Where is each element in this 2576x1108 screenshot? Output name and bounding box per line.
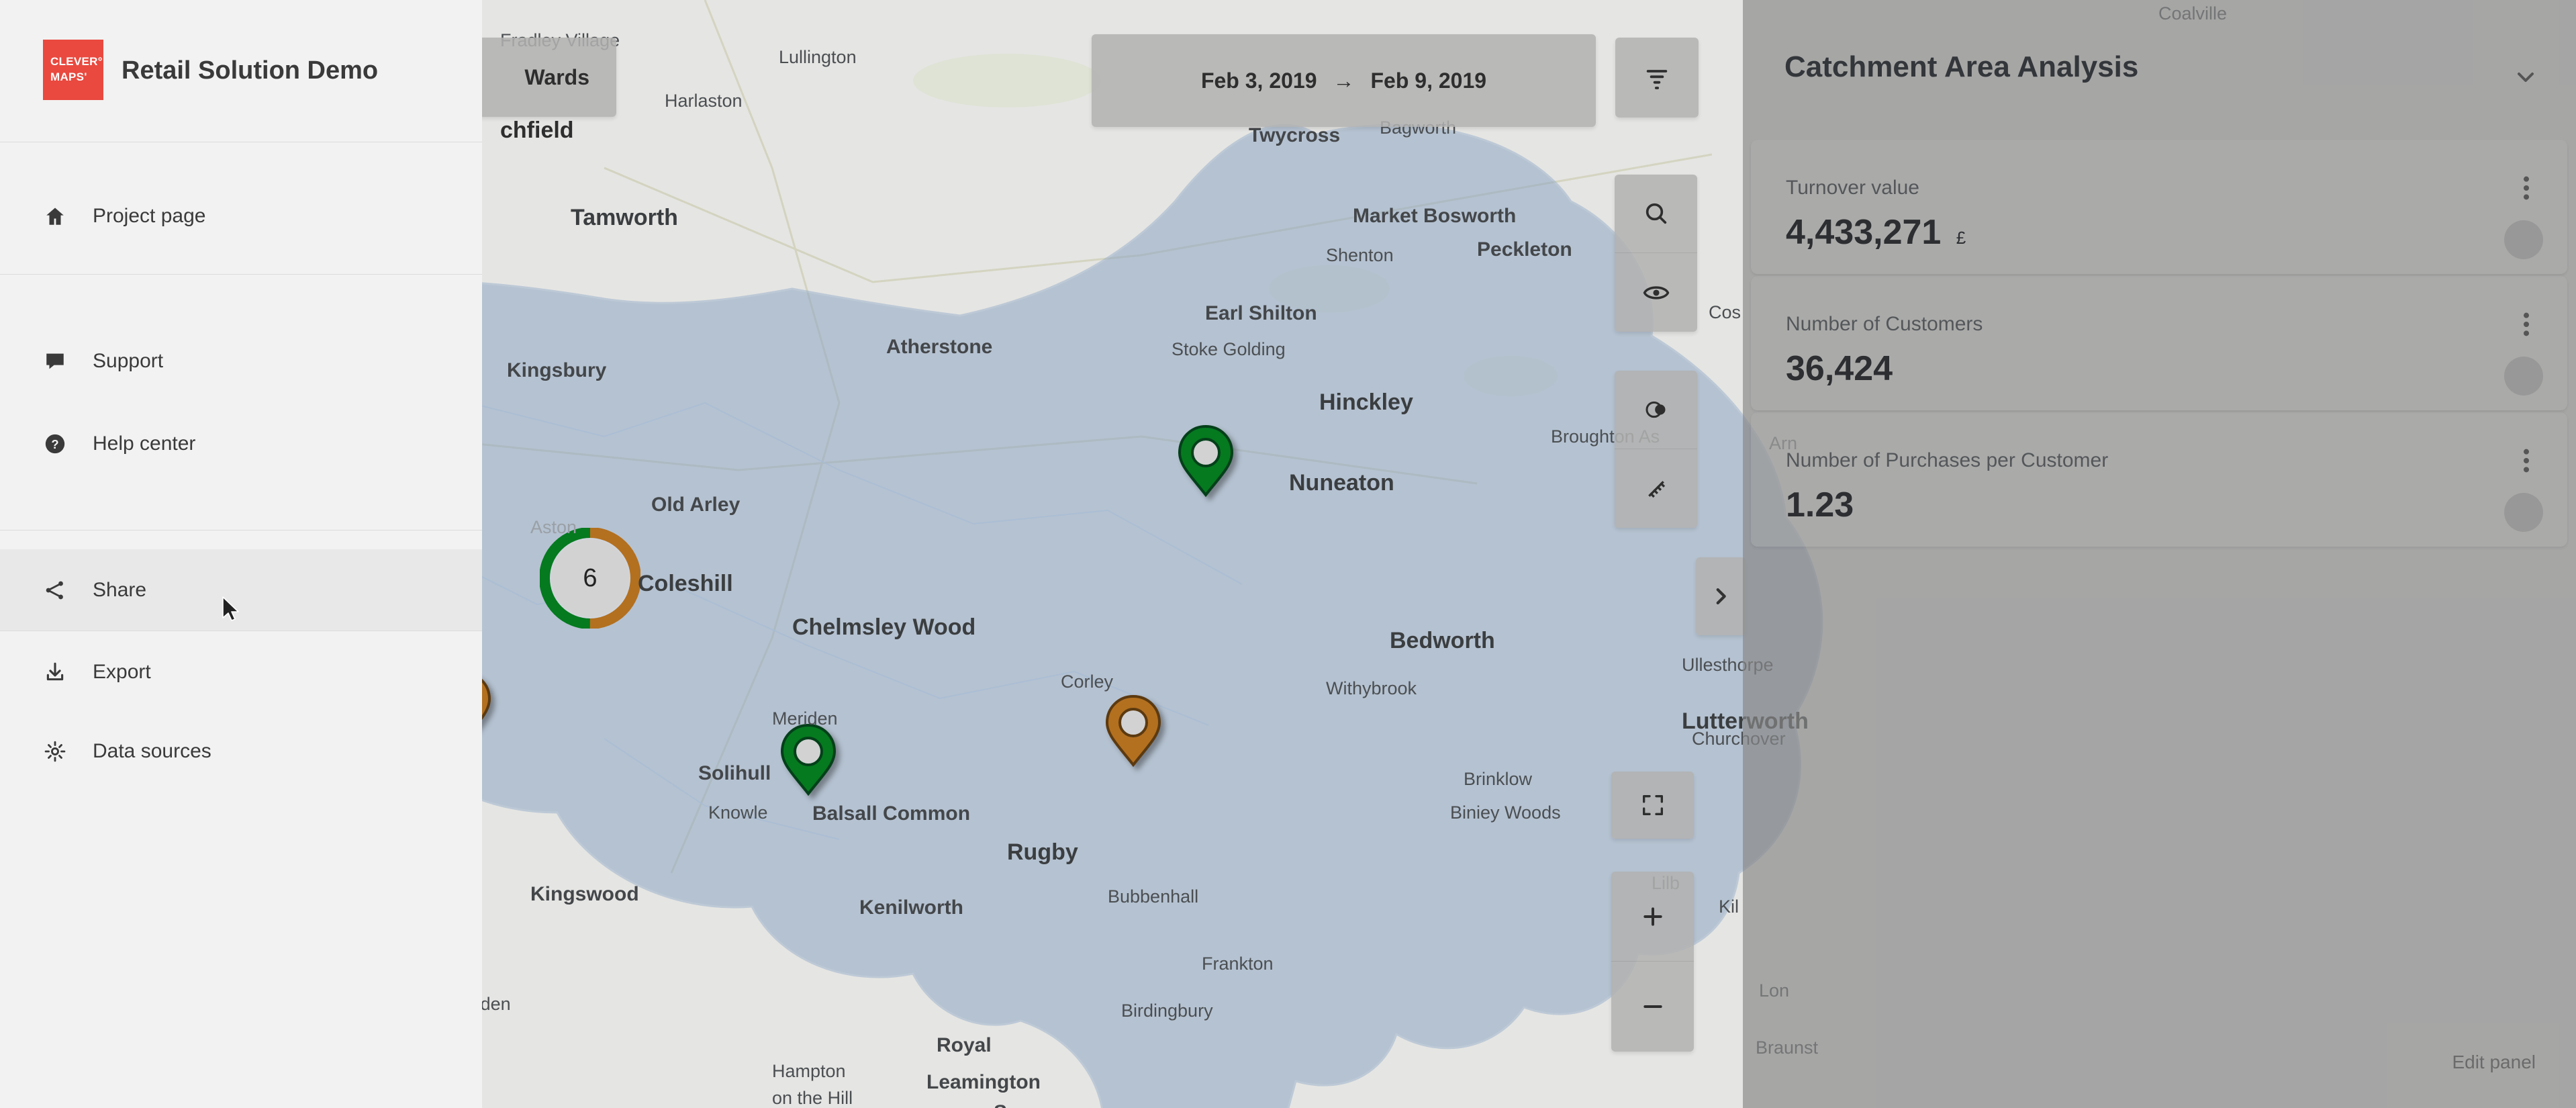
svg-text:?: ?: [51, 437, 58, 451]
svg-text:6: 6: [583, 564, 597, 592]
